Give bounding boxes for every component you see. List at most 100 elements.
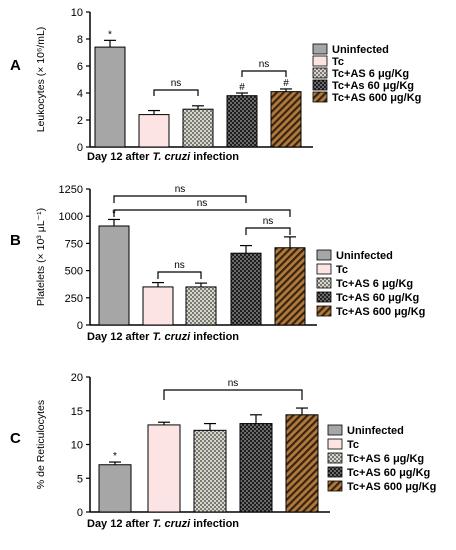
- legend-label: Tc+AS 600 μg/Kg: [336, 306, 425, 318]
- bar-5: [270, 91, 302, 148]
- legend-swatch: [312, 67, 328, 79]
- legend-label: Tc+AS 60 μg/Kg: [336, 292, 419, 304]
- x-axis-label: Day 12 after T. cruzi infection: [87, 331, 239, 343]
- y-tick-label: 6: [77, 61, 83, 73]
- legend-swatch: [312, 79, 328, 91]
- legend-label: Tc+AS 600 μg/Kg: [347, 481, 436, 493]
- y-tick-label: 4: [77, 88, 83, 100]
- ns-label: ns: [171, 78, 182, 89]
- x-axis-label-italic: T. cruzi: [152, 331, 191, 343]
- legend-label: Tc+AS 600 μg/Kg: [332, 92, 421, 104]
- ns-bracket: [241, 70, 287, 77]
- significance-mark: *: [113, 451, 117, 462]
- panel-letter: A: [10, 57, 21, 74]
- legend-swatch: [316, 291, 332, 303]
- ns-label: ns: [263, 216, 274, 227]
- ns-label: ns: [174, 260, 185, 271]
- y-tick-label: 0: [77, 320, 83, 332]
- legend: Uninfected Tc Tc+AS 6 μg/Kg Tc+AS 60 μg/Kg T…: [316, 249, 425, 318]
- y-tick-label: 250: [65, 293, 83, 305]
- x-axis-label: Day 12 after T. cruzi infection: [87, 518, 239, 530]
- legend-swatch: [316, 305, 332, 317]
- significance-mark: *: [108, 29, 112, 40]
- bar-1: [98, 464, 132, 513]
- x-axis-label-italic: T. cruzi: [152, 151, 191, 163]
- y-tick-label: 20: [71, 372, 83, 384]
- legend-label: Tc: [347, 439, 359, 451]
- ns-bracket: [245, 227, 291, 235]
- legend-swatch: [327, 452, 343, 464]
- bar-2: [138, 114, 170, 148]
- legend-swatch: [312, 55, 328, 67]
- y-tick-label: 5: [77, 473, 83, 485]
- legend-swatch: [327, 466, 343, 478]
- y-tick-label: 0: [77, 507, 83, 519]
- bar-3: [193, 429, 227, 513]
- bar-4: [239, 423, 273, 513]
- bar-4: [226, 95, 258, 148]
- x-axis-label-prefix: Day 12 after: [87, 331, 152, 343]
- y-tick-label: 750: [65, 238, 83, 250]
- bar-2: [147, 424, 181, 513]
- legend-label: Tc: [332, 56, 344, 68]
- y-axis-label: % de Reticulocytes: [35, 400, 47, 489]
- ns-bracket: [163, 389, 303, 400]
- x-axis-label-suffix: infection: [190, 151, 239, 163]
- y-axis-label: Leukocytes (× 10⁶/mL): [35, 27, 47, 133]
- ns-label: ns: [197, 198, 208, 209]
- bar-3: [182, 108, 214, 148]
- legend-swatch: [327, 480, 343, 492]
- bar-2: [142, 286, 174, 326]
- x-axis-label-suffix: infection: [190, 518, 239, 530]
- bar-4: [230, 252, 262, 326]
- legend-label: Tc: [336, 264, 348, 276]
- bar-3: [185, 286, 217, 326]
- bar-5: [285, 414, 319, 513]
- ns-bracket: [113, 195, 247, 203]
- y-tick-label: 15: [71, 406, 83, 418]
- legend-swatch: [327, 424, 343, 436]
- legend-label: Tc+As 60 μg/Kg: [332, 80, 414, 92]
- legend-label: Tc+AS 6 μg/Kg: [332, 68, 409, 80]
- panel-letter: C: [10, 430, 21, 447]
- ns-label: ns: [259, 59, 270, 70]
- significance-mark: #: [239, 82, 245, 93]
- legend-label: Uninfected: [336, 250, 393, 262]
- y-tick-label: 2: [77, 115, 83, 127]
- y-axis-label: Platelets (× 10³ μL⁻¹): [35, 208, 47, 306]
- x-axis-label-prefix: Day 12 after: [87, 151, 152, 163]
- bar-1: [98, 225, 130, 326]
- ns-bracket: [113, 209, 291, 217]
- panel-a: A 0 2 4 6 8 10 Leukocytes (× 10⁶/mL) * # # ns ns Day …: [10, 7, 421, 163]
- significance-mark: #: [283, 78, 289, 89]
- x-axis-label-suffix: infection: [190, 331, 239, 343]
- legend-swatch: [316, 277, 332, 289]
- panel-b: B 0 250 500 750 1000 1250 Platelets (× 10³ μL⁻¹…: [10, 184, 425, 343]
- legend-label: Uninfected: [332, 44, 389, 56]
- y-tick-label: 1250: [59, 184, 83, 196]
- legend-swatch: [327, 438, 343, 450]
- bar-1: [94, 46, 126, 148]
- x-axis-label-italic: T. cruzi: [152, 518, 191, 530]
- legend-swatch: [312, 91, 328, 103]
- y-tick-label: 8: [77, 34, 83, 46]
- legend-label: Tc+AS 60 μg/Kg: [347, 467, 430, 479]
- ns-label: ns: [175, 184, 186, 195]
- legend-swatch: [316, 263, 332, 275]
- legend-label: Uninfected: [347, 425, 404, 437]
- legend-swatch: [312, 43, 328, 55]
- ns-label: ns: [228, 378, 239, 389]
- panel-c: C 0 5 10 15 20 % de Reticulocytes * ns Day 12 aft…: [10, 372, 436, 530]
- x-axis-label: Day 12 after T. cruzi infection: [87, 151, 239, 163]
- legend: Uninfected Tc Tc+AS 6 μg/Kg Tc+AS 60 μg/Kg T…: [327, 424, 436, 493]
- x-axis-label-prefix: Day 12 after: [87, 518, 152, 530]
- y-tick-label: 1000: [59, 211, 83, 223]
- legend-label: Tc+AS 6 μg/Kg: [336, 278, 413, 290]
- y-tick-label: 0: [77, 142, 83, 154]
- y-tick-label: 500: [65, 266, 83, 278]
- ns-bracket: [157, 271, 202, 279]
- legend-label: Tc+AS 6 μg/Kg: [347, 453, 424, 465]
